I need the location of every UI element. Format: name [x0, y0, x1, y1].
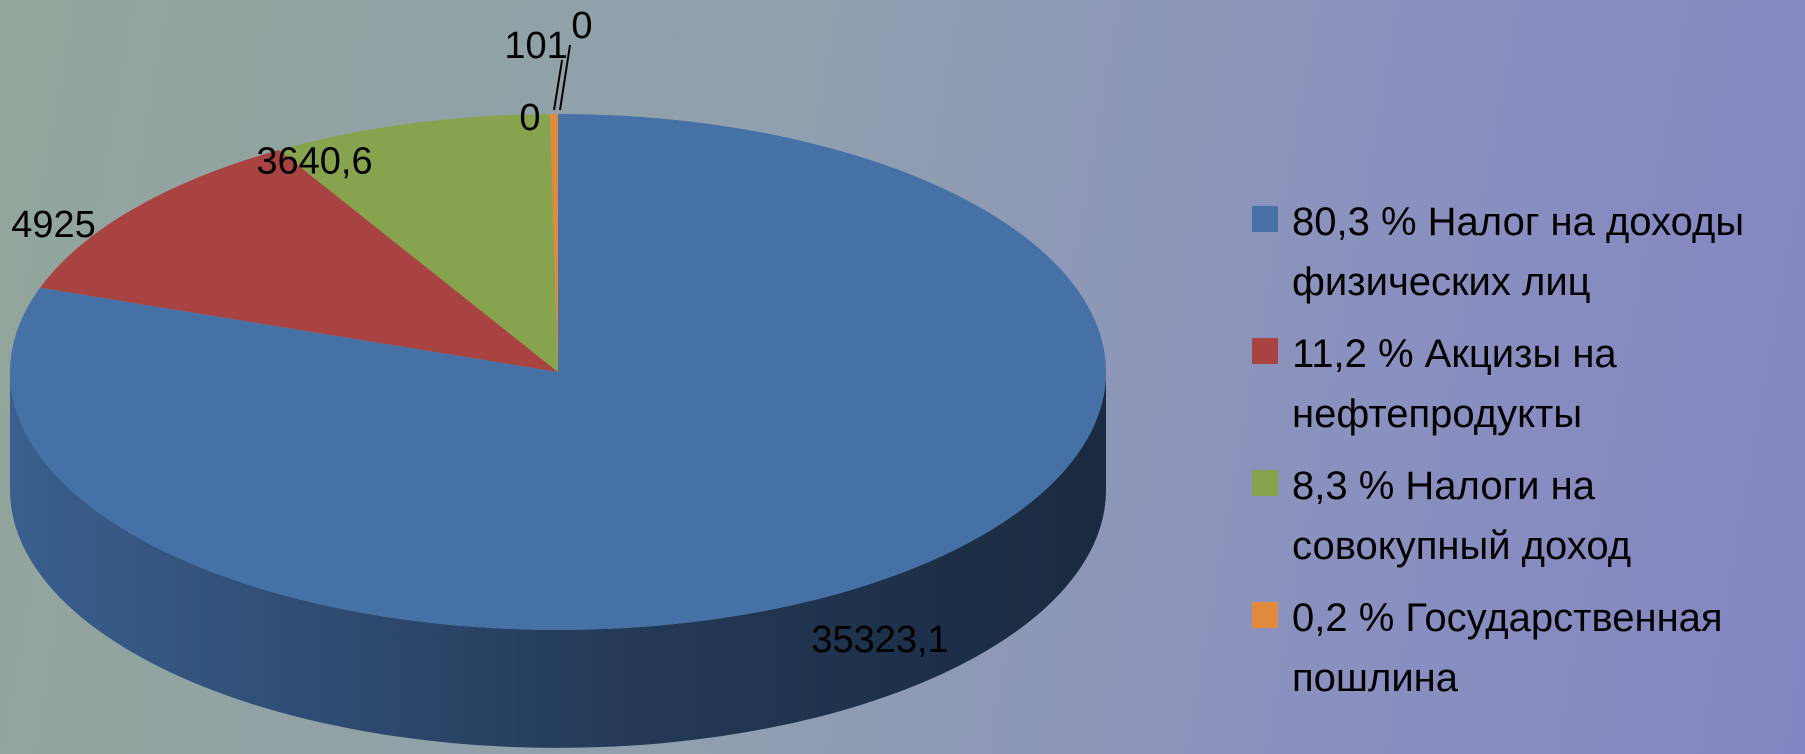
leader-line-3 [553, 59, 564, 111]
legend: 80,3 % Налог на доходы физических лиц 11,… [1252, 192, 1797, 720]
pie-slices [10, 114, 1107, 630]
data-label-0: 35323,1 [811, 619, 948, 661]
pie-slice-2 [278, 114, 558, 372]
pie-slice-3 [550, 114, 558, 372]
leader-lines [553, 44, 571, 111]
data-label-4: 0 [519, 97, 540, 139]
pie-slice-1 [40, 149, 558, 372]
legend-item: 8,3 % Налоги на совокупный доход [1252, 456, 1797, 576]
legend-label: 11,2 % Акцизы на нефтепродукты [1292, 332, 1617, 436]
leader-line-5 [559, 44, 571, 111]
legend-swatch [1252, 206, 1278, 232]
legend-swatch [1252, 338, 1278, 364]
legend-item: 80,3 % Налог на доходы физических лиц [1252, 192, 1797, 312]
pie-side-band [10, 372, 1106, 748]
data-label-2: 3640,6 [256, 141, 372, 183]
data-label-1: 4925 [11, 204, 96, 246]
legend-swatch [1252, 470, 1278, 496]
pie-slice-0 [10, 114, 1107, 630]
legend-label: 80,3 % Налог на доходы физических лиц [1292, 200, 1745, 304]
data-label-3: 101 [504, 25, 567, 67]
legend-item: 11,2 % Акцизы на нефтепродукты [1252, 324, 1797, 444]
legend-item: 0,2 % Государственная пошлина [1252, 588, 1797, 708]
legend-label: 8,3 % Налоги на совокупный доход [1292, 464, 1632, 568]
legend-swatch [1252, 602, 1278, 628]
data-label-5: 0 [571, 5, 592, 47]
legend-label: 0,2 % Государственная пошлина [1292, 596, 1723, 700]
pie-side-wall [10, 372, 1106, 748]
